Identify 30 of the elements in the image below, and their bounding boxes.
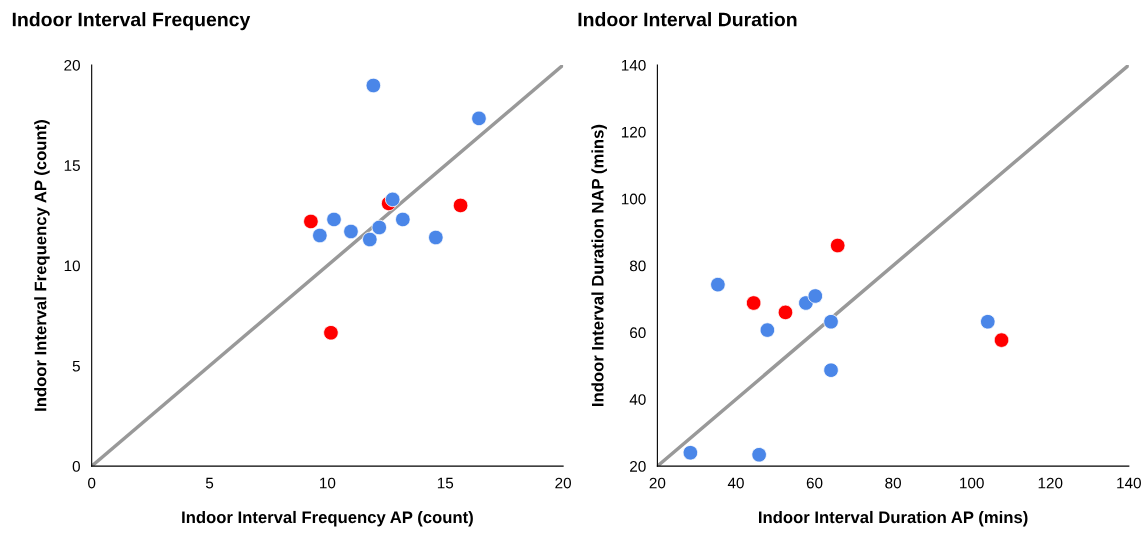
x-tick-label: 40 <box>727 477 744 489</box>
y-axis-title: Indoor Interval Frequency AP (count) <box>34 120 50 411</box>
y-tick-label: 15 <box>64 160 80 171</box>
y-axis-title: Indoor Interval Duration NAP (mins) <box>591 124 607 406</box>
x-axis-title: Indoor Interval Frequency AP (count) <box>182 510 473 527</box>
y-tick-label: 120 <box>621 126 646 138</box>
y-tick-label: 60 <box>630 327 646 339</box>
y-tick-label: 100 <box>621 193 646 205</box>
y-tick-label: 40 <box>629 394 646 405</box>
y-tick-label: 5 <box>72 360 80 372</box>
x-tick-label: 120 <box>1038 477 1063 489</box>
x-tick-label: 15 <box>437 477 454 489</box>
x-axis-title: Indoor Interval Duration AP (mins) <box>759 510 1028 527</box>
y-tick-label: 20 <box>630 460 646 472</box>
x-tick-label: 5 <box>205 477 214 489</box>
x-tick-label: 0 <box>88 477 96 489</box>
x-tick-label: 140 <box>1117 477 1141 489</box>
x-tick-label: 80 <box>885 477 901 489</box>
y-tick-label: 20 <box>64 59 80 71</box>
chart-title: Indoor Interval Duration <box>578 12 797 27</box>
y-tick-label: 140 <box>621 59 646 71</box>
x-tick-label: 20 <box>649 477 666 489</box>
x-tick-label: 10 <box>320 477 336 489</box>
chart-title: Indoor Interval Frequency <box>12 12 251 31</box>
y-tick-label: 0 <box>72 460 80 472</box>
y-tick-label: 80 <box>629 260 646 272</box>
x-tick-label: 60 <box>806 477 823 489</box>
x-tick-label: 20 <box>555 477 571 489</box>
x-tick-label: 100 <box>960 477 984 489</box>
y-tick-label: 10 <box>64 260 80 272</box>
